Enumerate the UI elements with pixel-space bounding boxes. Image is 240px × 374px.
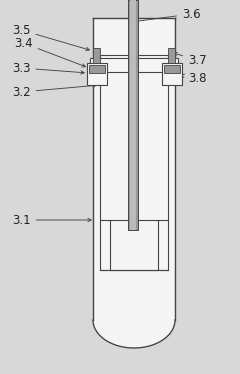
- Text: 3.2: 3.2: [12, 84, 96, 98]
- Text: 3.1: 3.1: [12, 214, 91, 227]
- Bar: [162, 63, 182, 85]
- Text: 3.5: 3.5: [12, 24, 89, 50]
- Bar: [128, 0, 138, 230]
- Bar: [90, 58, 178, 72]
- Text: 3.7: 3.7: [174, 52, 207, 67]
- Bar: [93, 48, 100, 63]
- Bar: [168, 48, 175, 63]
- Bar: [110, 220, 158, 270]
- Bar: [164, 65, 180, 73]
- Polygon shape: [93, 320, 175, 348]
- Bar: [93, 18, 175, 320]
- Bar: [130, 0, 136, 230]
- Text: 3.6: 3.6: [135, 7, 201, 23]
- Bar: [87, 63, 107, 85]
- Text: 3.4: 3.4: [14, 37, 85, 67]
- Bar: [89, 65, 105, 73]
- Text: 3.3: 3.3: [12, 61, 84, 74]
- Bar: [100, 55, 168, 270]
- Text: 3.8: 3.8: [181, 71, 206, 85]
